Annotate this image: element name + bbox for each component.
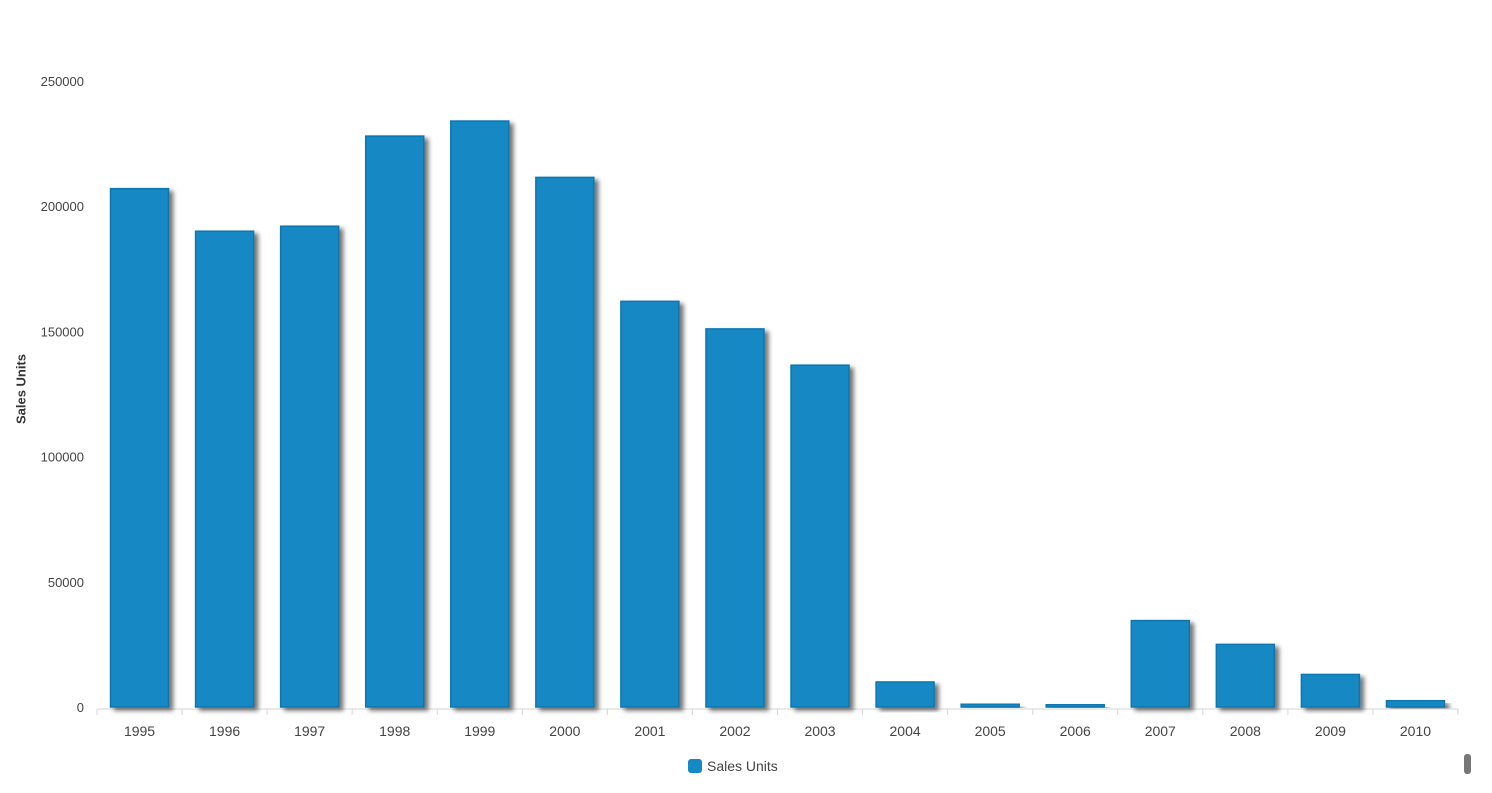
bar-2001[interactable] (620, 300, 680, 708)
bar-2007[interactable] (1130, 619, 1191, 708)
x-tick-label: 2008 (1230, 723, 1261, 739)
y-tick-label: 250000 (41, 74, 84, 89)
x-axis (96, 708, 1459, 715)
y-axis-ticks: 0 50000 100000 150000 200000 250000 (41, 74, 84, 715)
x-axis-labels: 1995 1996 1997 1998 1999 2000 2001 2002 2003 2004… (124, 723, 1431, 739)
x-tick-label: 1998 (379, 723, 410, 739)
bar-2009[interactable] (1300, 673, 1361, 708)
x-tick-label: 2000 (549, 723, 580, 739)
x-tick-label: 2005 (975, 723, 1006, 739)
x-tick-label: 1999 (464, 723, 495, 739)
bar-2002[interactable] (705, 328, 765, 708)
bar-1995[interactable] (109, 187, 170, 708)
x-tick-label: 2001 (634, 723, 665, 739)
x-tick-label: 2010 (1400, 723, 1431, 739)
y-tick-label: 50000 (48, 575, 84, 590)
bar-1999[interactable] (450, 120, 510, 708)
x-tick-label: 2009 (1315, 723, 1346, 739)
bar-2004[interactable] (875, 681, 935, 708)
y-tick-label: 150000 (41, 324, 84, 339)
y-tick-label: 0 (77, 700, 84, 715)
x-tick-label: 2003 (804, 723, 835, 739)
bar-2000[interactable] (535, 176, 595, 708)
y-tick-label: 200000 (41, 199, 84, 214)
bar-2003[interactable] (790, 364, 850, 708)
bar-1996[interactable] (194, 230, 255, 708)
legend-swatch (688, 759, 702, 773)
x-tick-label: 1997 (294, 723, 325, 739)
x-tick-label: 2006 (1060, 723, 1091, 739)
x-tick-label: 2002 (719, 723, 750, 739)
bar-2005[interactable] (960, 703, 1020, 708)
bar-2006[interactable] (1045, 703, 1105, 708)
y-axis-title: Sales Units (13, 353, 29, 425)
scroll-handle[interactable] (1464, 754, 1471, 774)
x-tick-label: 1996 (209, 723, 240, 739)
x-tick-label: 1995 (124, 723, 155, 739)
bar-1998[interactable] (364, 135, 425, 708)
bar-2008[interactable] (1215, 643, 1276, 708)
legend[interactable]: Sales Units (688, 758, 778, 774)
x-tick-label: 2004 (890, 723, 921, 739)
bar-1997[interactable] (279, 225, 340, 708)
bars (109, 120, 1446, 708)
x-tick-label: 2007 (1145, 723, 1176, 739)
y-tick-label: 100000 (41, 450, 84, 465)
legend-label: Sales Units (707, 758, 778, 774)
bar-2010[interactable] (1385, 699, 1446, 708)
